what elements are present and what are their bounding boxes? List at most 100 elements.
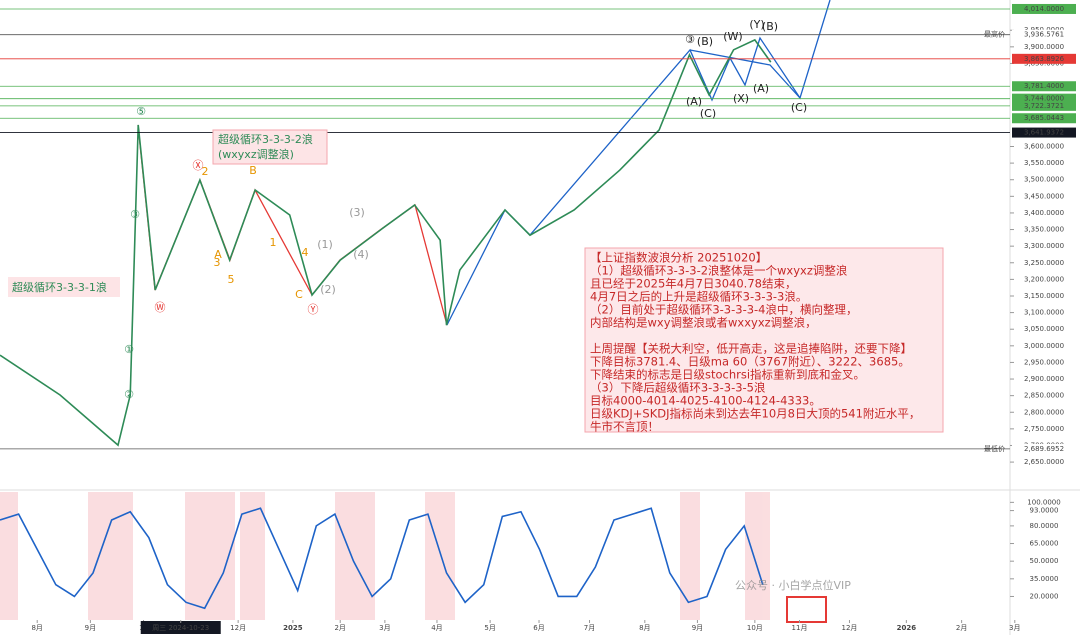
x-tick-label: 周三 2024-10-23 [152,624,209,632]
series-line [0,38,772,447]
y-tick-label: 3,500.0000 [1024,176,1064,184]
x-tick-label: 3月 [379,624,390,632]
highlight-box [786,596,827,623]
watermark: 公众号 · 小白学点位VIP [735,578,851,592]
wave-label: 1 [270,236,277,249]
series-line [0,507,764,610]
x-tick-label: 10月 [747,624,763,632]
y-tick-label: 65.0000 [1030,540,1059,548]
y-tick-label: 3,450.0000 [1024,192,1064,200]
level-label: 4,014.0000 [1024,5,1064,13]
y-tick-label: 2,950.0000 [1024,358,1064,366]
x-tick-label: 8月 [31,624,42,632]
wave-label: Ⓦ [155,301,166,314]
y-tick-label: 80.0000 [1030,522,1059,530]
level-name: 最高价 [984,30,1005,39]
wave-label: (C) [700,107,716,120]
note-line: 日级KDJ+SKDJ指标尚未到达去年10月8日大顶的541附近水平， [590,407,920,421]
note-line: 上周提醒【关税大利空，低开高走，这是追捧陷阱，还要下降】 [590,342,912,356]
x-tick-label: 9月 [692,624,703,632]
note-line: 下降结束的标志是日级stochrsi指标重新到底和金叉。 [590,368,865,382]
wave-label: B [249,164,257,177]
level-label: 3,641.9372 [1024,129,1064,137]
y-tick-label: 100.0000 [1027,498,1060,506]
wave-label: (1) [317,238,333,251]
level-label: 3,744.0000 [1024,95,1064,103]
wave-label: (3) [349,206,365,219]
level-tag [1012,81,1076,92]
x-tick-label: 4月 [431,624,442,632]
y-tick-label: 50.0000 [1030,557,1059,565]
wave-label: ⑤ [136,105,146,118]
wave-label: (C) [791,101,807,114]
x-tick-label: 3月 [1009,624,1020,632]
wave-label: (B) [697,35,713,48]
y-tick-label: 2,650.0000 [1024,458,1064,466]
y-tick-label: 3,550.0000 [1024,159,1064,167]
wave-label: (2) [320,283,336,296]
wave-label: (X) [733,92,749,105]
y-tick-label: 3,350.0000 [1024,226,1064,234]
y-tick-label: 3,400.0000 [1024,209,1064,217]
level-label: 2,689.6952 [1024,445,1064,453]
label-box [8,277,120,297]
crosshair-tag [140,621,221,634]
level-tag [1012,93,1076,104]
y-tick-label: 20.0000 [1030,592,1059,600]
wave-label: 3 [214,256,221,269]
wave-label: 5 [228,273,235,286]
label-box [212,129,328,165]
note-line: 目标4000-4014-4025-4100-4124-4333。 [590,394,821,408]
level-tag [1012,127,1076,138]
wave-label: ③ [130,208,140,221]
y-tick-label: 3,300.0000 [1024,242,1064,250]
wave-title: 超级循环3-3-3-1浪 [12,280,107,294]
level-label: 3,722.3721 [1024,102,1064,110]
x-tick-label: 2月 [334,624,345,632]
x-tick-label: 12月 [230,624,246,632]
note-line: 内部结构是wxy调整浪或者wxxyxz调整浪， [590,316,817,330]
y-tick-label: 3,100.0000 [1024,309,1064,317]
x-tick-label: 9月 [85,624,96,632]
wave-label: ③ [685,33,695,46]
y-tick-label: 3,000.0000 [1024,342,1064,350]
level-tag [1012,53,1076,64]
x-tick-label: 11月 [792,624,808,632]
wave-label: A [214,248,222,261]
x-tick-label: 6月 [533,624,544,632]
y-tick-label: 2,850.0000 [1024,392,1064,400]
wave-label: ② [124,388,134,401]
y-tick-label: 3,900.0000 [1024,43,1064,51]
level-tag [1012,113,1076,124]
note-line: （3）下降后超级循环3-3-3-3-5浪 [590,381,766,395]
y-tick-label: 2,750.0000 [1024,425,1064,433]
x-tick-label: 2月 [956,624,967,632]
level-label: 3,781.4000 [1024,82,1064,90]
y-tick-label: 3,200.0000 [1024,275,1064,283]
y-tick-label: 3,050.0000 [1024,325,1064,333]
note-line: 牛市不言顶！ [590,420,659,434]
wave-label: C [295,288,303,301]
note-line: 【上证指数波浪分析 20251020】 [590,251,767,265]
y-tick-label: 3,600.0000 [1024,142,1064,150]
wave-label: (A) [753,82,769,95]
wave-label: 4 [302,246,309,259]
wave-label: Ⓨ [308,303,319,316]
y-tick-label: 2,900.0000 [1024,375,1064,383]
level-label: 3,685.0443 [1024,114,1064,122]
x-tick-label: 5月 [484,624,495,632]
y-tick-label: 35.0000 [1030,575,1059,583]
x-tick-label: 2026 [897,624,917,632]
y-tick-label: 93.0000 [1030,507,1059,515]
y-tick-label: 3,150.0000 [1024,292,1064,300]
x-tick-label: 2025 [283,624,303,632]
wave-label: (W) [723,30,742,43]
note-box [584,247,944,433]
note-line: （1）超级循环3-3-3-2浪整体是一个wxyxz调整浪 [590,264,848,278]
x-tick-label: 7月 [584,624,595,632]
level-label: 3,863.8926 [1024,55,1065,63]
wave-label: (4) [353,248,369,261]
level-label: 3,936.5761 [1024,31,1064,39]
